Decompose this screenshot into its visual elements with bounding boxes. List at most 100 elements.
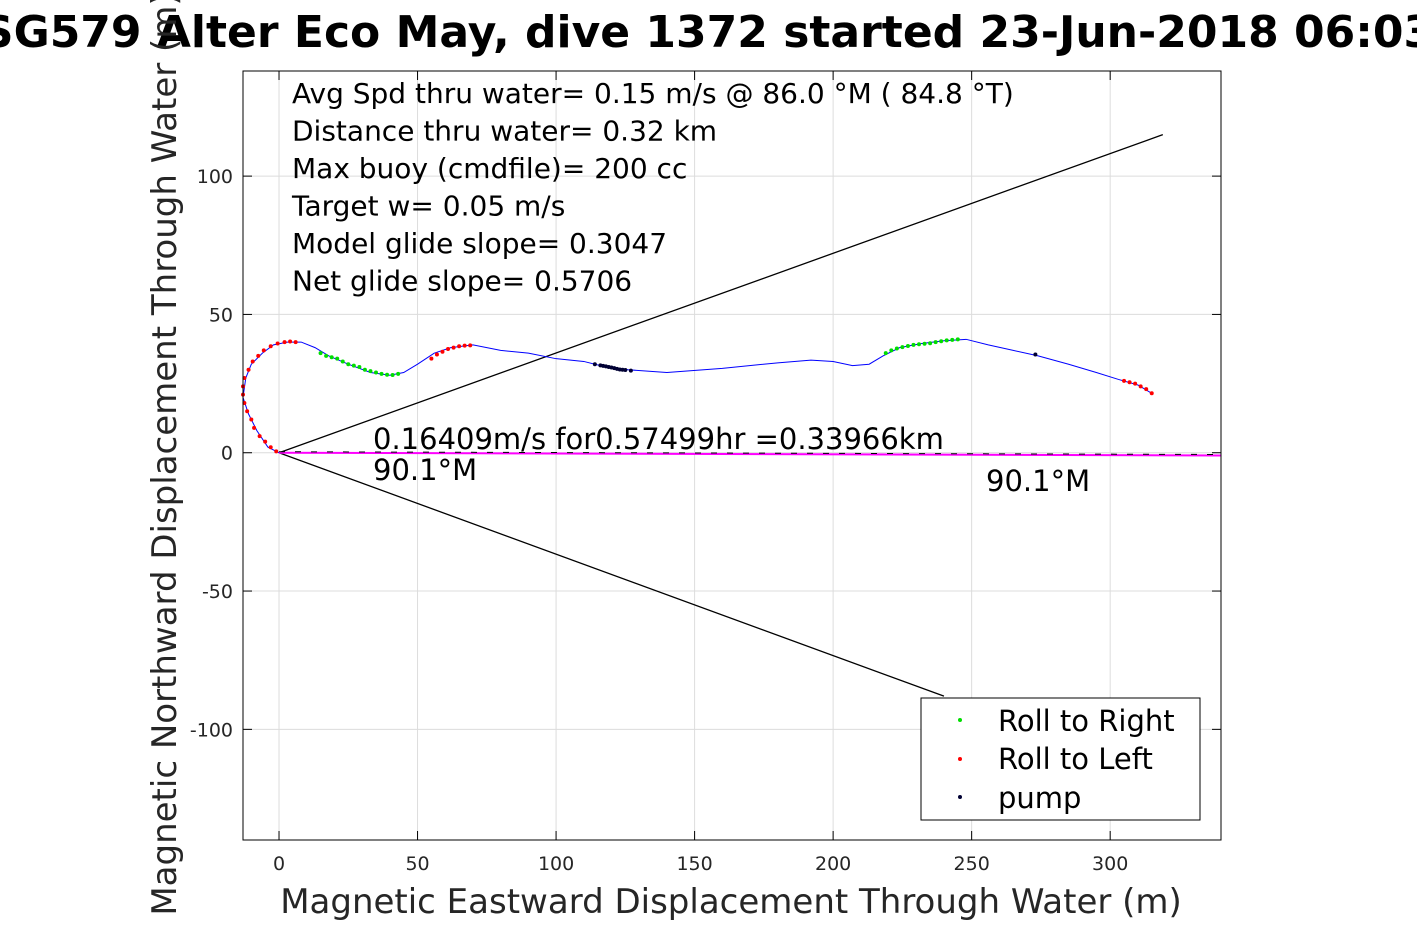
stats-line: Avg Spd thru water= 0.15 m/s @ 86.0 °M (… [292,77,1014,110]
current-vector [279,451,1222,457]
roll-right-point [950,337,955,342]
roll-left-point [1122,378,1127,383]
roll-right-point [911,342,916,347]
roll-left-point [249,417,254,422]
roll-right-point [933,340,938,345]
roll-left-point [245,409,250,414]
roll-right-point [928,341,933,346]
roll-right-point [335,356,340,361]
roll-right-point [905,343,910,348]
roll-left-point [451,345,456,350]
roll-right-point [922,341,927,346]
pump-point [628,368,633,373]
x-tick-label: 50 [405,853,429,875]
x-tick-label: 250 [954,853,990,875]
roll-right-point [390,373,395,378]
roll-left-point [250,359,255,364]
y-tick-label: -50 [202,581,233,603]
roll-left-point [261,348,266,353]
roll-left-point [256,353,261,358]
cone-upper-line [278,134,1164,454]
current-label: 0.16409m/s for0.57499hr =0.33966km [373,422,944,456]
x-tick-label: 150 [676,853,712,875]
roll-left-point [1138,384,1143,389]
pump-point [623,368,628,373]
roll-right-point [955,337,960,342]
y-tick-label: 50 [209,304,233,326]
roll-left-point [268,344,273,349]
roll-left-point [274,449,279,454]
stats-line: Net glide slope= 0.5706 [292,265,632,298]
roll-right-point [379,371,384,376]
cone-lines [278,134,1164,697]
heading-label-start: 90.1°M [373,453,477,487]
roll-left-point [446,347,451,352]
x-tick-label: 100 [538,853,574,875]
pump-point [592,362,597,367]
roll-left-point [1127,380,1132,385]
heading-label-end: 90.1°M [986,464,1090,498]
legend-label-roll-left: Roll to Left [998,742,1153,776]
roll-left-point [462,343,467,348]
x-tick-label: 200 [815,853,851,875]
roll-right-point [917,342,922,347]
current-dash-line [279,451,1222,455]
roll-right-point [939,339,944,344]
roll-left-point [1133,381,1138,386]
roll-right-point [324,353,329,358]
roll-right-point [944,338,949,343]
roll-left-point [252,425,257,430]
roll-left-point [282,340,287,345]
roll-right-point [351,363,356,368]
stats-line: Target w= 0.05 m/s [291,190,565,223]
roll-left-point [275,341,280,346]
legend-label-pump: pump [998,781,1081,815]
tick-labels: 0 50 100 150 200 250 300 -100 -50 0 50 100 [190,71,1221,875]
roll-left-point [457,344,462,349]
roll-right-point [396,371,401,376]
legend-marker-roll-right [958,718,962,722]
y-axis-label: Magnetic Northward Displacement Through … [145,0,185,916]
legend-box [920,697,1201,821]
roll-left-point [434,352,439,357]
roll-right-point [385,372,390,377]
roll-left-point [293,340,298,345]
roll-right-point [894,346,899,351]
x-axis-label: Magnetic Eastward Displacement Through W… [280,882,1182,922]
x-tick-label: 0 [273,853,285,875]
roll-left-point [246,367,251,372]
stats-line: Max buoy (cmdfile)= 200 cc [292,152,687,185]
roll-left-point [1149,391,1154,396]
roll-left-point [257,434,262,439]
chart-title: SG579 Alter Eco May, dive 1372 started 2… [0,7,1417,58]
pump-point [1033,352,1038,357]
roll-right-point [883,351,888,356]
roll-left-point [288,339,293,344]
roll-left-point [429,356,434,361]
legend-marker-roll-left [958,757,962,761]
roll-right-point [373,370,378,375]
roll-left-point [263,439,268,444]
roll-right-point [362,367,367,372]
cone-lower-line [278,452,945,697]
current-line [279,451,1222,457]
roll-right-point [346,362,351,367]
roll-right-point [340,359,345,364]
stats-line: Model glide slope= 0.3047 [292,227,667,260]
roll-left-point [468,343,473,348]
roll-right-point [329,355,334,360]
legend-marker-pump [958,795,962,799]
x-tick-label: 300 [1092,853,1128,875]
roll-left-point [440,349,445,354]
stats-line: Distance thru water= 0.32 km [292,115,717,148]
roll-right-point [900,345,905,350]
roll-right-point [889,348,894,353]
roll-left-point [268,445,273,450]
roll-right-point [318,351,323,356]
marker-layer [241,337,1154,454]
roll-right-point [368,369,373,374]
legend: Roll to Right Roll to Left pump [920,697,1201,821]
roll-right-point [357,364,362,369]
y-tick-label: 100 [197,166,233,188]
